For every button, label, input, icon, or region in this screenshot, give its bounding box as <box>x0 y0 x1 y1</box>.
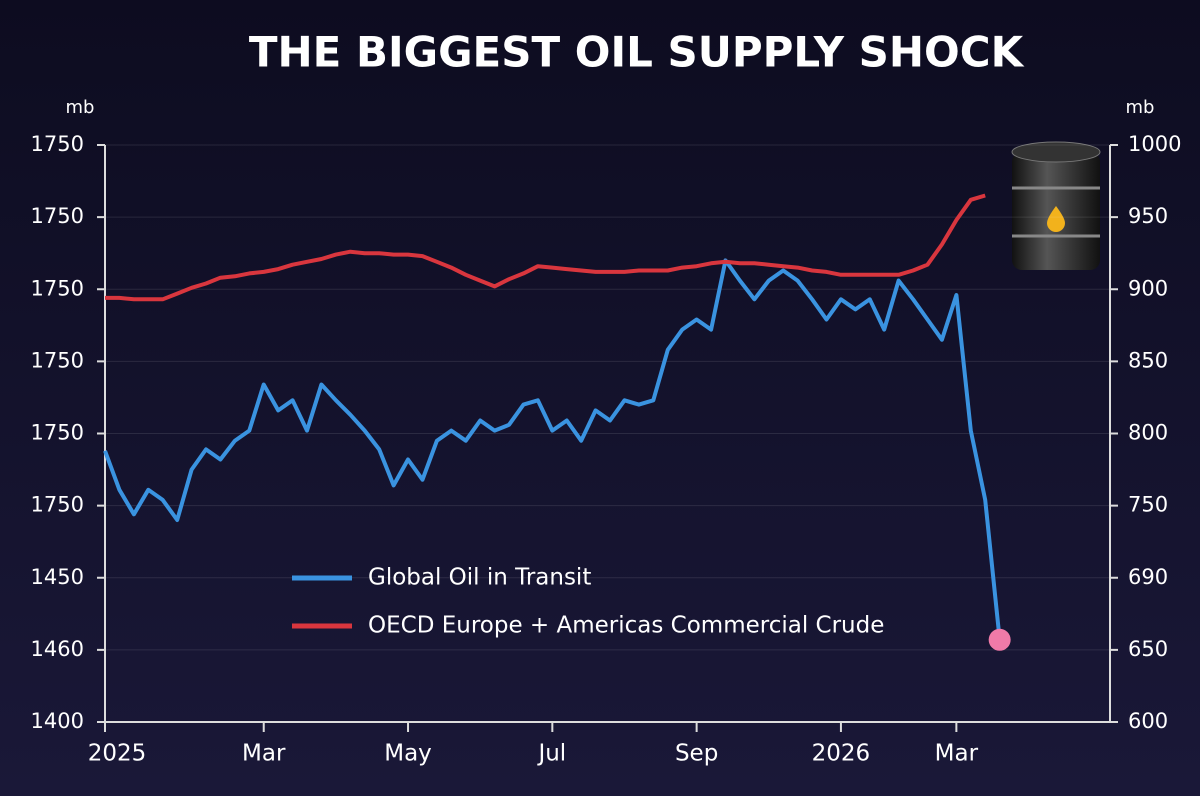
x-tick-label: Sep <box>675 741 718 767</box>
y2-tick-label: 650 <box>1128 637 1168 661</box>
y-tick-label: 1750 <box>31 348 84 372</box>
y2-tick-label: 690 <box>1128 565 1168 589</box>
barrel-icon <box>1011 141 1101 270</box>
y-tick-label: 1750 <box>31 276 84 300</box>
x-tick-label: Mar <box>242 741 286 767</box>
series-line <box>105 193 986 302</box>
series-line <box>103 258 1002 641</box>
y2-tick-label: 750 <box>1128 493 1168 517</box>
y2-tick-label: 900 <box>1128 276 1168 300</box>
x-tick-label: 2026 <box>812 741 871 767</box>
y2-tick-label: 950 <box>1128 204 1168 228</box>
chart-title: THE BIGGEST OIL SUPPLY SHOCK <box>249 28 1025 77</box>
legend-label: Global Oil in Transit <box>368 565 591 591</box>
y2-tick-label: 600 <box>1128 709 1168 733</box>
y-tick-label: 1750 <box>31 132 84 156</box>
y-tick-label: 1750 <box>31 421 84 445</box>
end-point <box>988 628 1011 651</box>
y-tick-label: 1750 <box>31 493 84 517</box>
y2-tick-label: 850 <box>1128 348 1168 372</box>
y-unit: mb <box>66 97 95 118</box>
y2-unit: mb <box>1126 97 1155 118</box>
x-tick-label: May <box>384 741 432 767</box>
y-tick-label: 1450 <box>31 565 84 589</box>
x-tick-label: Jul <box>536 741 566 767</box>
y2-tick-label: 1000 <box>1128 132 1181 156</box>
y2-tick-label: 800 <box>1128 421 1168 445</box>
y-tick-label: 1750 <box>31 204 84 228</box>
y-tick-label: 1400 <box>31 709 84 733</box>
y-tick-label: 1460 <box>31 637 84 661</box>
legend-label: OECD Europe + Americas Commercial Crude <box>368 613 884 639</box>
x-tick-label: 2025 <box>88 741 147 767</box>
x-tick-label: Mar <box>935 741 979 767</box>
